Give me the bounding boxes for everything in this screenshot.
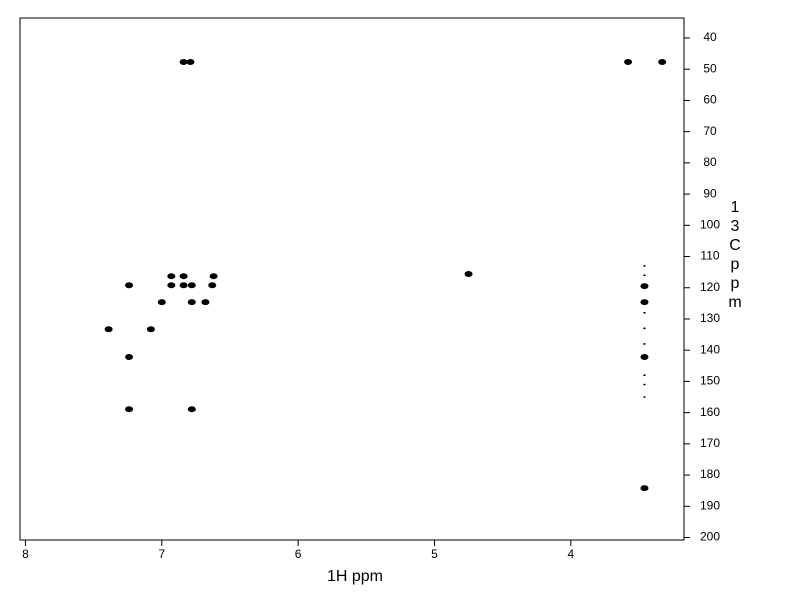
peak: [640, 283, 649, 290]
y-axis-label: 13C ppm: [728, 199, 746, 311]
peak: [167, 273, 176, 280]
x-axis-label: 1H ppm: [327, 568, 383, 585]
peak: [179, 59, 188, 66]
peak: [624, 59, 633, 66]
peak: [104, 326, 113, 333]
peak: [187, 406, 196, 413]
x-tick-label: 4: [567, 547, 574, 561]
x-tick-label: 6: [295, 547, 302, 561]
peak: [643, 264, 646, 267]
peak: [658, 59, 667, 66]
y-tick-label: 200: [700, 530, 720, 544]
y-tick-label: 170: [700, 436, 720, 450]
peak: [125, 354, 134, 361]
peak: [643, 374, 646, 377]
y-tick-label: 40: [703, 30, 717, 44]
peak: [179, 273, 188, 280]
y-tick-label: 90: [703, 186, 717, 200]
y-tick-label: 130: [700, 311, 720, 325]
peak: [209, 273, 218, 280]
peak: [643, 383, 646, 386]
peak: [643, 343, 646, 345]
peak: [643, 396, 646, 398]
peak: [186, 59, 195, 66]
y-tick-label: 60: [703, 93, 717, 107]
y-tick-label: 70: [703, 124, 717, 138]
y-tick-label: 180: [700, 467, 720, 481]
peak: [187, 299, 196, 306]
y-tick-label: 190: [700, 498, 720, 512]
peak: [643, 274, 646, 277]
peak: [167, 282, 176, 289]
peak: [187, 282, 196, 289]
peak: [464, 271, 473, 278]
peak: [643, 311, 646, 314]
peak: [640, 354, 649, 361]
y-tick-label: 160: [700, 405, 720, 419]
y-tick-label: 50: [703, 61, 717, 75]
peak: [146, 326, 155, 333]
peak: [179, 282, 188, 289]
y-tick-label: 110: [700, 249, 719, 263]
y-tick-label: 140: [700, 342, 720, 356]
plot-frame: [19, 17, 685, 541]
peak: [640, 485, 649, 492]
x-tick-label: 7: [158, 547, 165, 561]
x-tick-label: 8: [22, 547, 29, 561]
peak: [643, 327, 646, 330]
peak: [208, 282, 217, 289]
y-tick-label: 80: [703, 155, 717, 169]
peak: [125, 406, 134, 413]
y-tick-label: 100: [700, 217, 720, 231]
x-tick-label: 5: [431, 547, 438, 561]
peak: [125, 282, 134, 289]
y-tick-label: 150: [700, 374, 720, 388]
peak: [640, 299, 649, 306]
y-tick-label: 120: [700, 280, 720, 294]
peak: [157, 299, 166, 306]
peak: [201, 299, 210, 306]
